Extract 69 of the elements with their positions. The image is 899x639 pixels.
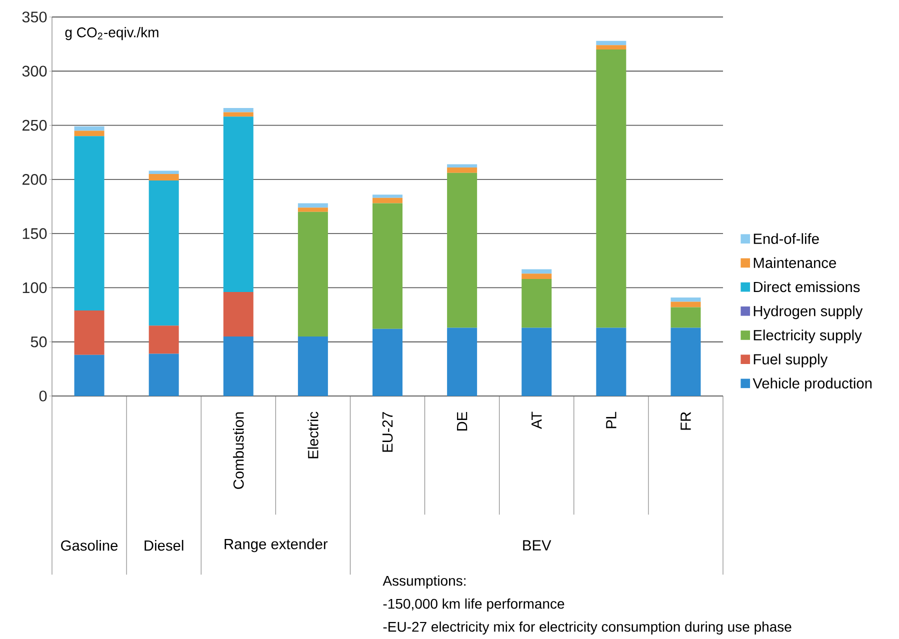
bar <box>148 180 179 326</box>
y-tick-label: 0 <box>39 390 47 402</box>
bar <box>522 328 552 396</box>
y-tick-label: 200 <box>22 174 47 185</box>
y-axis-title: g CO$_{2}$-eqiv./km <box>65 27 158 40</box>
x-tick-label: Combustion <box>233 412 244 489</box>
bar <box>148 354 179 396</box>
bar <box>74 126 104 131</box>
x-tick-label: DE <box>457 412 468 431</box>
x-tick-label: FR <box>680 412 691 430</box>
bar <box>148 174 179 181</box>
legend-label: Vehicle production <box>752 378 872 392</box>
text: Diesel <box>144 540 184 551</box>
bar <box>372 198 402 204</box>
bar <box>148 326 179 354</box>
text: BEV <box>523 540 552 550</box>
y-tick-label: 100 <box>22 282 47 294</box>
bar <box>74 310 104 355</box>
bar <box>372 203 402 329</box>
bar <box>670 297 701 302</box>
legend-label: Hydrogen supply <box>754 305 863 320</box>
legend-label: Direct emissions <box>754 281 860 292</box>
bar <box>74 354 104 396</box>
bar <box>298 208 328 212</box>
bar <box>522 274 552 280</box>
bar <box>596 49 626 328</box>
x-tick-label: AT <box>532 412 542 430</box>
bar <box>223 108 254 112</box>
y-tick-label: 150 <box>22 228 47 239</box>
bar <box>596 328 626 396</box>
bar <box>148 170 179 174</box>
x-tick-label: PL <box>606 412 616 428</box>
bar <box>298 212 328 336</box>
bar <box>298 203 328 208</box>
bar <box>372 328 402 396</box>
y-tick-label: 350 <box>22 12 47 22</box>
bar <box>447 164 478 168</box>
bar <box>670 307 701 328</box>
bar <box>522 279 552 328</box>
bar <box>223 292 254 336</box>
bar <box>447 328 478 396</box>
text: Assumptions: <box>382 575 466 589</box>
legend-label: Electricity supply <box>754 330 862 344</box>
legend-label: Maintenance <box>754 257 836 268</box>
text: Gasoline <box>61 540 118 551</box>
y-tick-label: 300 <box>22 66 47 77</box>
bar <box>372 194 402 198</box>
bar <box>223 336 254 396</box>
text: Range extender <box>224 538 328 552</box>
bar <box>298 336 328 396</box>
bar <box>74 136 104 310</box>
bar <box>596 45 626 50</box>
bar <box>223 116 254 292</box>
bar <box>74 130 104 136</box>
bar <box>223 112 254 117</box>
x-tick-label: Electric <box>308 412 318 458</box>
bar <box>447 168 478 173</box>
bar <box>670 328 701 396</box>
bar <box>670 302 701 308</box>
text: -150,000 km life performance <box>383 598 564 612</box>
text: -EU-27 electricity mix for electricity consumption during use phase <box>383 621 792 635</box>
y-tick-label: 50 <box>30 336 47 348</box>
bar <box>522 269 552 274</box>
legend-label: Fuel supply <box>754 354 828 368</box>
bar <box>447 172 478 328</box>
bar <box>596 40 626 46</box>
legend-label: End-of-life <box>754 233 819 244</box>
x-tick-label: EU-27 <box>382 412 393 452</box>
y-tick-label: 250 <box>22 120 47 131</box>
